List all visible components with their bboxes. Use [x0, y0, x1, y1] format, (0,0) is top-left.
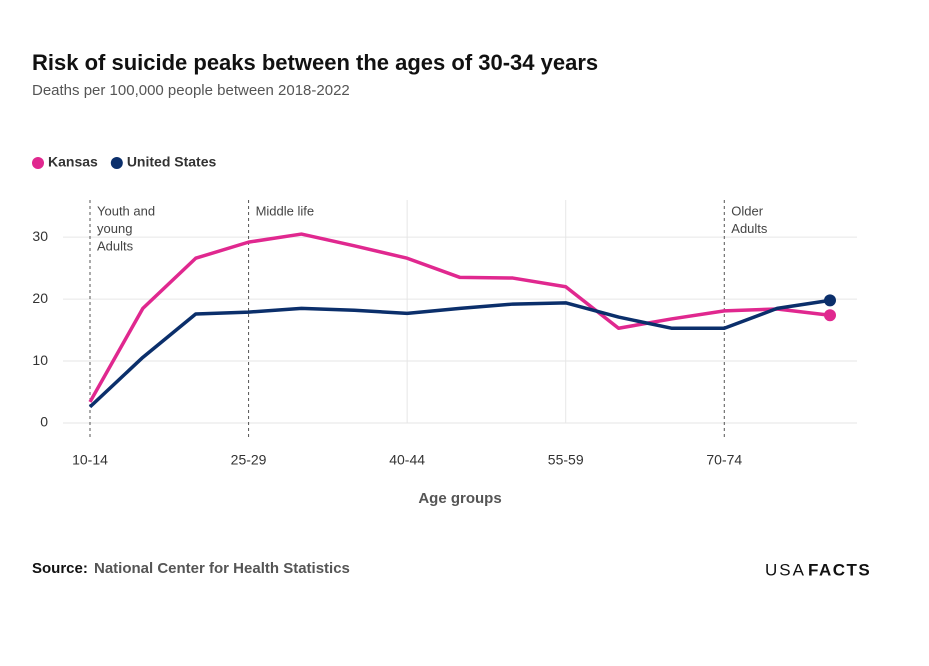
x-tick-label: 40-44 [389, 452, 425, 468]
x-tick-label: 10-14 [72, 452, 108, 468]
legend-label: Kansas [48, 154, 98, 170]
y-tick-label: 10 [32, 352, 48, 368]
chart-title: Risk of suicide peaks between the ages o… [32, 50, 598, 75]
y-tick-label: 20 [32, 290, 48, 306]
annotation-text: young [97, 221, 132, 236]
legend-label: United States [127, 154, 217, 170]
logo-light: USA [765, 560, 806, 579]
x-tick-label: 70-74 [706, 452, 742, 468]
annotation-text: Middle life [256, 203, 315, 218]
y-tick-label: 0 [40, 414, 48, 430]
annotation-text: Older [731, 203, 763, 218]
annotation-text: Adults [97, 238, 134, 253]
x-tick-label: 25-29 [231, 452, 267, 468]
series-line [88, 232, 831, 403]
end-point [824, 294, 836, 307]
annotation-text: Adults [731, 221, 768, 236]
logo-bold: FACTS [808, 560, 871, 579]
series-line [88, 298, 831, 409]
end-point [824, 309, 836, 322]
chart-subtitle: Deaths per 100,000 people between 2018-2… [32, 82, 350, 99]
x-tick-label: 55-59 [548, 452, 584, 468]
y-tick-label: 30 [32, 228, 48, 244]
annotation-text: Youth and [97, 203, 155, 218]
legend-marker [32, 157, 44, 169]
x-axis-label: Age groups [418, 490, 501, 507]
legend-marker [110, 157, 123, 169]
source: National Center for Health Statistics [94, 560, 350, 577]
source-label: Source: [32, 560, 88, 577]
